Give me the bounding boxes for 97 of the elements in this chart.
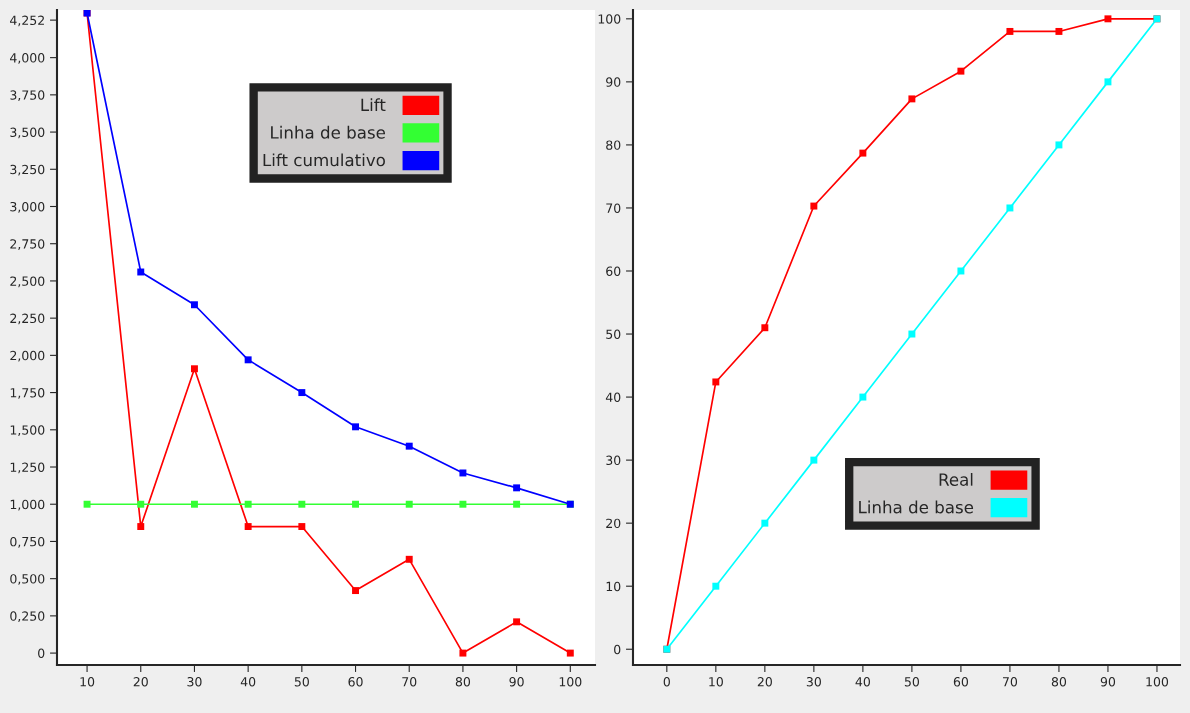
point [513,484,521,492]
y-tick-label: 20 [606,518,621,529]
point [352,423,359,431]
point [513,618,521,626]
y-tick-label: 1,000 [10,499,45,511]
point [244,356,252,364]
point [1006,204,1014,212]
y-tick-label: 1,500 [10,425,45,436]
y-tick-label: 3,250 [10,164,45,176]
x-tick-label: 50 [294,677,309,687]
point [137,523,145,531]
point [810,456,818,464]
point [244,500,252,508]
y-tick-label: 2,250 [10,313,45,325]
x-tick-label: 70 [402,677,417,687]
point [761,324,769,332]
x-tick-label: 30 [806,677,821,687]
y-tick-label: 1,250 [10,462,45,474]
y-tick-label: 0,500 [10,574,45,585]
y-tick-label: 0,750 [10,536,45,548]
legend-label: Lift [361,98,386,111]
point [298,500,306,508]
y-tick-label: 60 [606,266,621,276]
y-tick-label: 100 [598,14,621,24]
x-tick-label: 20 [133,677,148,687]
x-tick-label: 10 [709,677,723,687]
x-tick-label: 10 [80,677,95,687]
point [244,523,252,531]
y-tick-label: 80 [606,140,621,150]
point [459,649,467,657]
y-tick-label: 3,500 [10,127,45,139]
y-tick-label: 10 [606,581,621,592]
point [190,365,198,373]
point [190,500,198,508]
x-tick-label: 80 [455,677,471,687]
point [352,500,359,508]
point [137,500,145,508]
point [190,301,198,309]
point [1055,27,1063,35]
point [352,587,359,595]
y-tick-label: 2,750 [10,239,45,250]
point [908,330,916,338]
x-tick-label: 30 [187,677,202,687]
point [298,523,306,531]
point [298,389,306,397]
x-tick-label: 100 [559,677,582,687]
point [459,500,467,508]
y-tick-label: 50 [606,329,621,339]
legend-label: Real [939,473,973,486]
y-tick-label: 0,250 [10,611,45,623]
y-tick-label: 40 [605,392,621,402]
y-tick-label: 70 [606,203,621,213]
y-tick-label: 2,000 [10,350,45,362]
y-tick-label: 4,252 [10,15,44,27]
legend-label: Linha de base [271,125,385,139]
y-tick-label: 3,000 [10,201,45,213]
point [83,500,91,508]
point [712,582,720,590]
point [513,500,521,508]
legend-label: Lift cumulativo [263,153,385,167]
point [859,149,867,157]
point [957,67,965,75]
x-tick-label: 90 [1100,677,1116,687]
point [459,469,467,477]
point [859,393,867,401]
point [566,649,574,657]
x-tick-label: 70 [1002,677,1018,687]
point [405,442,413,450]
y-tick-label: 2,500 [10,276,45,288]
y-tick-label: 3,750 [10,90,45,102]
y-tick-label: 90 [606,77,621,87]
point [1055,141,1063,149]
y-tick-label: 1,750 [10,388,45,399]
legend-label: Linha de base [859,500,974,514]
point [405,555,413,563]
point [1104,78,1112,86]
y-tick-label: 0 [614,644,621,655]
x-tick-label: 50 [904,677,920,687]
point [1006,27,1014,35]
x-tick-label: 60 [348,677,363,687]
y-tick-label: 30 [606,455,621,466]
x-tick-label: 100 [1146,677,1169,687]
point [908,95,916,103]
y-tick-label: 4,000 [10,53,45,64]
x-tick-label: 40 [855,677,870,687]
x-tick-label: 80 [1051,677,1067,687]
point [810,202,818,210]
point [1104,15,1112,23]
x-tick-label: 0 [663,677,670,687]
x-tick-label: 90 [509,677,524,687]
x-tick-label: 40 [240,677,256,687]
point [712,378,720,386]
point [405,500,413,508]
y-tick-label: 0 [38,648,45,659]
x-tick-label: 60 [953,677,969,687]
x-tick-label: 20 [757,677,772,687]
point [761,519,769,527]
